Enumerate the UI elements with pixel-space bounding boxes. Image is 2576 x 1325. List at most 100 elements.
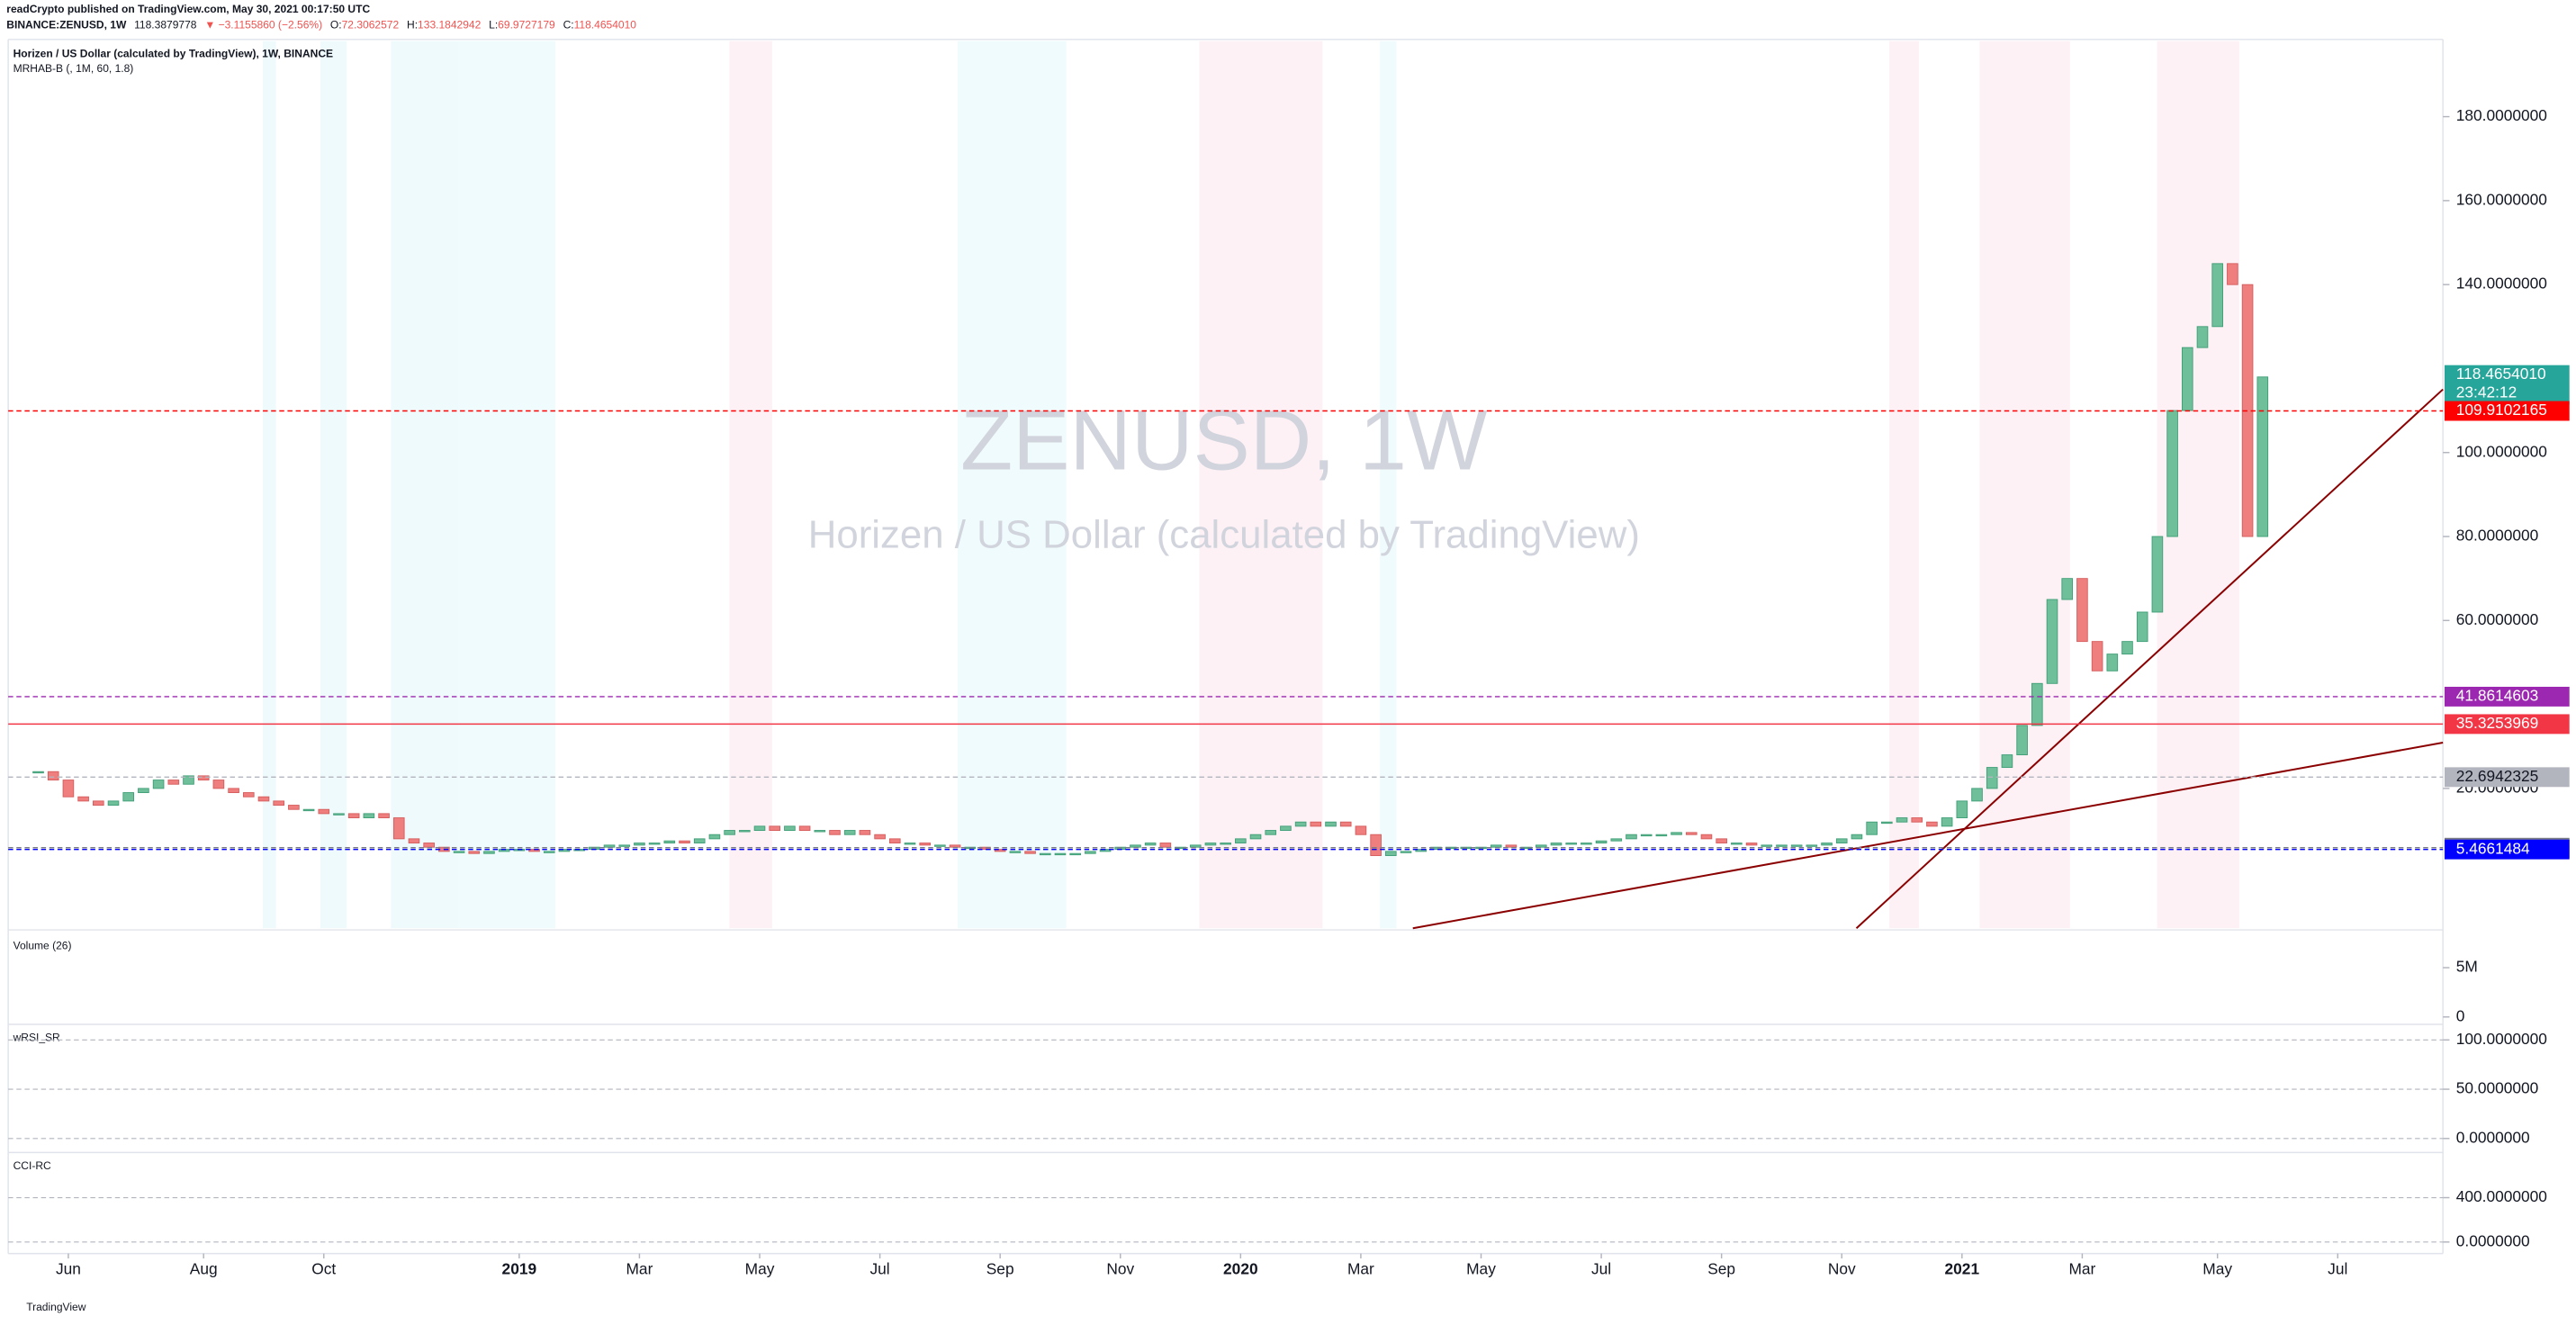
candle	[888, 838, 901, 843]
symbol-line: BINANCE:ZENUSD, 1W 118.3879778 ▼ −3.1155…	[6, 18, 636, 31]
candle	[2061, 578, 2074, 600]
candle	[1700, 834, 1713, 840]
candle	[1626, 834, 1637, 840]
candle	[693, 838, 706, 843]
candle	[1565, 843, 1577, 845]
candle	[1731, 843, 1743, 845]
candle	[1039, 852, 1051, 856]
candle	[1971, 788, 1983, 802]
x-tick-label: Jul	[870, 1259, 890, 1277]
close-key: C:	[563, 18, 574, 31]
candle	[1490, 844, 1502, 848]
publisher: readCrypto published on TradingView.com,…	[6, 3, 370, 15]
candle	[1069, 852, 1081, 856]
price-label: 41.8614603	[2456, 687, 2539, 705]
candle	[1235, 838, 1247, 843]
candle	[1265, 830, 1277, 835]
candle	[408, 838, 420, 843]
candle	[2106, 653, 2119, 672]
candle	[934, 844, 946, 847]
candle	[1835, 838, 1848, 843]
symbol: BINANCE:ZENUSD, 1W	[6, 18, 127, 31]
high-key: H:	[407, 18, 418, 31]
candle	[814, 830, 826, 833]
candle	[859, 830, 871, 835]
candle	[242, 792, 255, 798]
candle	[618, 844, 631, 847]
price-label-bg	[2444, 839, 2570, 860]
candle	[257, 796, 270, 802]
pane-borders	[7, 39, 2444, 1255]
candle	[1159, 843, 1172, 848]
candle	[1655, 834, 1668, 837]
x-tick-label: Mar	[1347, 1259, 1374, 1277]
candle	[1385, 851, 1397, 856]
candle	[2016, 725, 2028, 756]
candle	[753, 825, 766, 831]
candle	[1505, 844, 1518, 848]
x-tick-label: Mar	[626, 1259, 653, 1277]
session-shading	[263, 41, 2239, 929]
candle	[152, 780, 165, 789]
candle	[183, 775, 194, 785]
close-value: 118.4654010	[574, 18, 637, 31]
watermark-subtitle: Horizen / US Dollar (calculated by Tradi…	[808, 512, 1640, 556]
candle	[904, 843, 916, 845]
candle	[1851, 834, 1863, 840]
candle	[603, 844, 616, 848]
candle	[2227, 263, 2238, 285]
pane-title: CCI-RC	[14, 1159, 51, 1172]
candle	[2076, 578, 2088, 643]
candle	[318, 808, 330, 815]
y-tick-label: 160.0000000	[2456, 190, 2547, 208]
candle	[1415, 849, 1428, 852]
price-label-bg	[2444, 714, 2570, 735]
price-label-bg	[2444, 365, 2570, 405]
x-tick-label: Aug	[190, 1259, 218, 1277]
y-tick-label: 180.0000000	[2456, 106, 2547, 124]
candle	[1896, 817, 1908, 823]
candle	[2031, 682, 2043, 726]
candle	[47, 771, 59, 781]
candle	[468, 851, 481, 854]
candle	[2151, 536, 2164, 613]
candle	[138, 788, 149, 794]
candle	[1790, 844, 1803, 847]
candle	[1189, 844, 1202, 848]
candle	[1745, 843, 1758, 846]
candle	[378, 813, 390, 819]
candle	[273, 800, 284, 807]
candle	[483, 851, 495, 854]
candle	[93, 800, 104, 807]
candle	[1130, 844, 1141, 848]
candle	[1610, 838, 1623, 842]
candle	[1204, 843, 1217, 846]
candle	[2211, 263, 2223, 328]
x-tick-label: May	[2202, 1259, 2232, 1277]
low-value: 69.9727179	[498, 18, 555, 31]
candle	[1581, 843, 1592, 845]
candle	[1280, 825, 1292, 831]
candle	[1085, 851, 1096, 854]
price-label: 118.4654010	[2456, 365, 2546, 383]
candle	[919, 843, 931, 846]
x-tick-label: Nov	[1106, 1259, 1134, 1277]
watermark: ZENUSD, 1W	[960, 393, 1488, 489]
candle	[363, 813, 375, 819]
candle	[558, 849, 571, 852]
x-tick-label: Jul	[2328, 1259, 2347, 1277]
change: ▼ −3.1155860 (−2.56%)	[204, 18, 322, 31]
open-value: 72.3062572	[342, 18, 400, 31]
candle	[1144, 843, 1157, 846]
candle	[874, 834, 886, 840]
high-value: 133.1842942	[418, 18, 482, 31]
candle	[829, 830, 841, 835]
candle	[1911, 817, 1923, 823]
y-tick-label: 140.0000000	[2456, 275, 2547, 293]
x-tick-label: May	[1466, 1259, 1496, 1277]
x-tick-label: May	[745, 1259, 775, 1277]
legend-symbol: Horizen / US Dollar (calculated by Tradi…	[14, 47, 333, 59]
x-tick-label: 2019	[502, 1259, 537, 1277]
candle	[1941, 817, 1953, 827]
candle	[798, 825, 811, 831]
